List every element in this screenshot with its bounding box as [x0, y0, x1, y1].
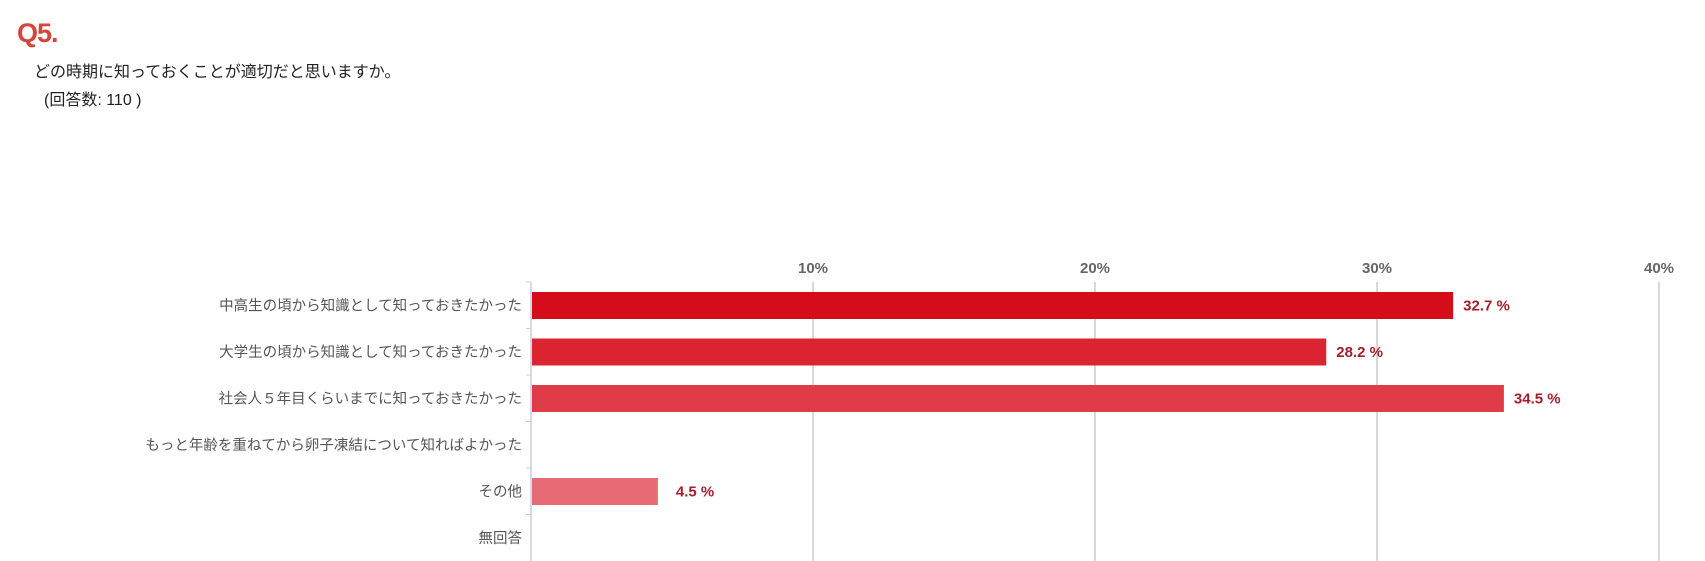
data-label: 34.5 % [1514, 391, 1561, 408]
response-count: (回答数: 110 ) [44, 92, 142, 109]
category-label: その他 [479, 483, 523, 500]
bar [532, 338, 1327, 366]
category-label: 無回答 [479, 530, 523, 547]
question-number: Q5. [17, 18, 59, 48]
bar [532, 478, 658, 505]
category-label: 社会人５年目くらいまでに知っておきたかった [219, 390, 522, 407]
x-tick-label: 10% [798, 260, 828, 277]
data-label: 32.7 % [1463, 298, 1510, 315]
bar [532, 292, 1454, 319]
bar [532, 385, 1504, 412]
x-tick-label: 40% [1644, 260, 1674, 277]
category-label: もっと年齢を重ねてから卵子凍結について知ればよかった [145, 437, 522, 454]
data-label: 28.2 % [1336, 344, 1383, 361]
category-label: 大学生の頃から知識として知っておきたかった [219, 344, 522, 361]
data-label: 4.5 % [676, 484, 714, 501]
question-text: どの時期に知っておくことが適切だと思いますか。 [34, 62, 401, 81]
x-tick-label: 30% [1362, 260, 1392, 277]
category-label: 中高生の頃から知識として知っておきたかった [219, 297, 522, 314]
x-tick-label: 20% [1080, 260, 1110, 277]
